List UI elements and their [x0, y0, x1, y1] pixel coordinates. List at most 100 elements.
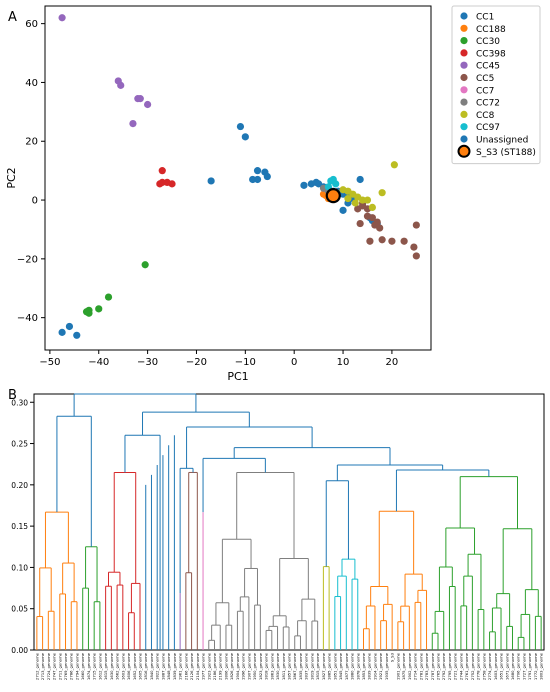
point-8-7	[363, 196, 372, 204]
leaf-label-22: 1887_genome	[160, 652, 165, 680]
legend-marker-10	[460, 135, 468, 143]
point-10-2	[73, 331, 81, 339]
leaf-label-51: 1885_genome	[327, 652, 332, 680]
leaf-label-53: 1845_genome	[338, 652, 343, 680]
point-0-4	[253, 167, 262, 175]
y-axis-label: PC2	[5, 167, 18, 188]
leaf-label-77: 2778_genome	[476, 652, 481, 680]
leaf-label-38: 1950_genome	[252, 652, 257, 680]
x-tick-label-2: −30	[137, 357, 158, 368]
leaf-label-56: 1878_genome	[355, 652, 360, 680]
leaf-label-58: 1839_genome	[367, 652, 372, 680]
leaf-label-41: 1863_genome	[269, 652, 274, 680]
point-8-8	[368, 203, 376, 212]
leaf-label-25: 1961_genome	[178, 652, 183, 680]
legend-label-7: CC72	[476, 99, 500, 109]
leaf-label-21: 1822_genome	[155, 652, 160, 680]
leaf-label-60: 1921_genome	[378, 652, 383, 680]
legend-marker-3	[460, 49, 468, 57]
point-0-3	[253, 175, 262, 184]
leaf-label-67: 2781_genome	[418, 652, 423, 680]
leaf-label-26: 2166_genome	[183, 652, 188, 680]
legend-label-9: CC97	[476, 123, 500, 133]
dendro-y-tick-label-2: 0.10	[11, 563, 28, 572]
leaf-label-27: 2126_genome	[189, 652, 194, 680]
point-9-3	[324, 183, 332, 191]
point-4-4	[136, 95, 144, 103]
leaf-label-50: 1827_genome	[321, 652, 326, 680]
point-2-2	[95, 305, 103, 313]
legend-marker-11	[457, 144, 471, 158]
x-tick-label-0: −50	[39, 357, 60, 368]
point-11-0	[325, 188, 341, 204]
leaf-label-80: 1603_genome	[493, 652, 498, 680]
x-tick-label-5: 0	[291, 357, 297, 368]
dendro-frame	[33, 393, 545, 651]
leaf-label-46: 1835_genome	[298, 652, 303, 680]
legend-marker-4	[460, 61, 468, 69]
point-9-2	[332, 180, 340, 188]
scatter-frame	[44, 5, 432, 351]
point-0-1	[241, 133, 249, 141]
point-0-7	[207, 177, 215, 185]
leaf-label-66: 2714_genome	[413, 652, 418, 680]
x-tick-label-1: −40	[88, 357, 109, 368]
leaf-label-40: 1818_genome	[264, 652, 269, 680]
leaf-label-39: 1823_genome	[258, 652, 263, 680]
point-5-13	[412, 252, 420, 260]
point-3-4	[168, 180, 176, 188]
leaf-label-34: 1826_genome	[229, 652, 234, 680]
y-tick-label-5: 60	[25, 19, 38, 30]
leaf-label-13: 1630_genome	[109, 652, 114, 680]
leaf-label-5: 2769_genome	[63, 652, 68, 680]
point-5-8	[366, 237, 374, 245]
leaf-label-84: 1706_genome	[516, 652, 521, 680]
leaf-label-2: 2724_genome	[46, 652, 51, 680]
legend-marker-1	[460, 24, 468, 32]
leaf-label-0: 2712_genome	[34, 652, 39, 680]
point-4-0	[58, 14, 66, 22]
legend-label-5: CC5	[476, 74, 494, 84]
leaf-label-87: 1772_genome	[533, 652, 538, 680]
leaf-label-17: 1652_genome	[132, 652, 137, 680]
leaf-label-59: 1914_genome	[372, 652, 377, 680]
leaf-label-1: 2713_genome	[40, 652, 45, 680]
leaf-label-81: 1651_genome	[499, 652, 504, 680]
leaf-label-69: 2787_genome	[430, 652, 435, 680]
point-8-1	[378, 189, 386, 197]
leaf-label-8: 1660_genome	[80, 652, 85, 680]
dendro-y-tick-label-6: 0.30	[11, 398, 28, 407]
dendro-y-tick-label-5: 0.25	[11, 440, 28, 449]
leaf-label-82: 1671_genome	[504, 652, 509, 680]
leaf-label-43: 1811_genome	[281, 652, 286, 680]
leaf-label-75: 2761_genome	[464, 652, 469, 680]
leaf-label-18: 1605_genome	[138, 652, 143, 680]
leaf-label-3: 2747_genome	[52, 652, 57, 680]
legend-marker-2	[460, 37, 468, 45]
legend-label-4: CC45	[476, 62, 500, 72]
leaf-label-33: 1806_genome	[223, 652, 228, 680]
leaf-label-4: 2711_genome	[57, 652, 62, 680]
point-5-14	[412, 221, 420, 229]
legend-marker-6	[460, 86, 468, 94]
legend-label-10: Unassigned	[476, 136, 528, 146]
legend-label-6: CC7	[476, 86, 494, 96]
point-0-0	[236, 122, 245, 131]
point-0-19	[356, 175, 364, 184]
leaf-label-23: 1848_genome	[166, 652, 171, 680]
panel-b-label: B	[8, 388, 17, 403]
scatter-plot: −50 −40 −30 −20 −10 0 10 20 −40 −20 0 20 40 60 PC1 PC2	[5, 5, 432, 383]
leaf-label-76: 2752_genome	[470, 652, 475, 680]
leaf-label-32: 2199_genome	[218, 652, 223, 680]
leaf-label-64: 1875_genome	[401, 652, 406, 680]
legend-label-2: CC30	[476, 37, 500, 47]
leaf-label-44: 1857_genome	[287, 652, 292, 680]
legend-label-1: CC188	[476, 25, 506, 35]
legend-label-3: CC398	[476, 49, 506, 59]
legend-label-0: CC1	[476, 13, 494, 23]
leaf-label-12: 1615_genome	[103, 652, 108, 680]
legend-frame	[451, 5, 541, 165]
leaf-label-73: 2721_genome	[453, 652, 458, 680]
legend-marker-7	[460, 98, 468, 106]
